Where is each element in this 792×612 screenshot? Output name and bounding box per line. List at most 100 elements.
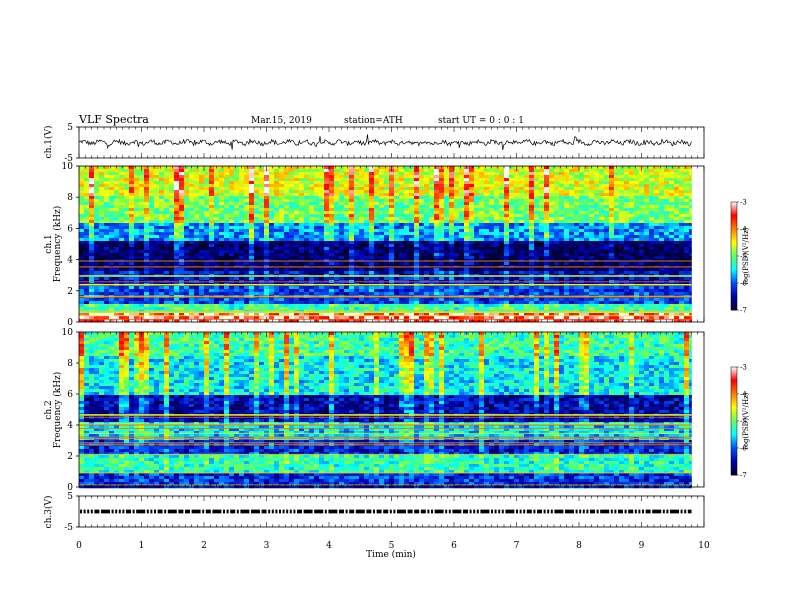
ch1-spec-cell: [234, 184, 239, 187]
ch1-spec-cell: [499, 205, 504, 208]
ch1-spec-cell: [154, 196, 159, 199]
ch1-spec-cell: [209, 220, 214, 223]
ch1-spec-cell: [524, 208, 529, 211]
ch1-spec-cell: [634, 187, 639, 190]
ch1-spec-cell: [324, 169, 329, 172]
ch1-spec-cell: [79, 247, 84, 250]
ch1-spec-cell: [664, 238, 669, 241]
ch1-spec-cell: [354, 277, 359, 280]
ch1-spec-cell: [229, 238, 234, 241]
ch1-spec-cell: [289, 223, 294, 226]
ch1-spec-cell: [529, 229, 534, 232]
ch1-spec-cell: [594, 220, 599, 223]
ch1-spec-cell: [84, 202, 89, 205]
ch1-spec-cell: [444, 238, 449, 241]
ch1-spec-cell: [674, 244, 679, 247]
ch1-spec-cell: [469, 217, 474, 220]
ch1-spec-cell: [584, 262, 589, 265]
ch1-spec-cell: [689, 169, 692, 172]
ch1-spec-cell: [329, 241, 334, 244]
ch1-spec-cell: [579, 181, 584, 184]
ch1-spec-cell: [404, 214, 409, 217]
ch1-spec-cell: [509, 232, 514, 235]
ch1-spec-cell: [484, 187, 489, 190]
ch1-spec-cell: [499, 208, 504, 211]
ch1-spec-cell: [639, 277, 644, 280]
ch1-spec-cell: [454, 214, 459, 217]
ch1-spec-cell: [184, 205, 189, 208]
ch1-spec-cell: [234, 220, 239, 223]
ch1-spec-cell: [254, 277, 259, 280]
ch1-spec-cell: [664, 187, 669, 190]
ch1-spec-cell: [99, 211, 104, 214]
ch1-spec-cell: [569, 244, 574, 247]
ch1-spec-cell: [629, 247, 634, 250]
ch1-spec-cell: [574, 169, 579, 172]
ch1-spec-cell: [199, 193, 204, 196]
ch1-spec-cell: [239, 262, 244, 265]
ch1-spec-cell: [359, 241, 364, 244]
ch1-spec-cell: [574, 208, 579, 211]
ch1-spec-cell: [359, 271, 364, 274]
ch1-spec-cell: [599, 178, 604, 181]
ch1-spec-cell: [659, 193, 664, 196]
ch1-spec-cell: [634, 220, 639, 223]
ch1-spec-cell: [224, 202, 229, 205]
ch1-spec-cell: [229, 220, 234, 223]
ch1-spec-cell: [689, 244, 692, 247]
ch1-spec-cell: [454, 187, 459, 190]
ch1-spec-cell: [159, 190, 164, 193]
ch1-spec-cell: [114, 271, 119, 274]
ch1-spec-cell: [169, 223, 174, 226]
ch1-spec-cell: [234, 238, 239, 241]
ch1-spec-cell: [269, 226, 274, 229]
ch1-spec-cell: [299, 241, 304, 244]
ch1-spec-cell: [349, 277, 354, 280]
ch1-spec-cell: [684, 226, 689, 229]
ch1-spec-cell: [589, 178, 594, 181]
ch1-spec-cell: [364, 172, 369, 175]
ch1-spec-cell: [654, 223, 659, 226]
ch1-spec-cell: [144, 238, 149, 241]
ch1-spec-cell: [684, 196, 689, 199]
ch1-spec-cell: [544, 169, 549, 172]
ch1-spec-cell: [569, 187, 574, 190]
ch1-spec-cell: [684, 223, 689, 226]
ch1-spec-cell: [639, 202, 644, 205]
ch1-spec-cell: [239, 184, 244, 187]
ch1-spec-cell: [244, 172, 249, 175]
ch1-spec-cell: [244, 214, 249, 217]
ch1-spec-cell: [604, 214, 609, 217]
ch1-spec-cell: [564, 202, 569, 205]
ch1-spec-cell: [549, 232, 554, 235]
ch1-spec-cell: [264, 172, 269, 175]
ch1-spec-cell: [269, 220, 274, 223]
ch1-spec-cell: [584, 199, 589, 202]
ch1-spec-cell: [219, 184, 224, 187]
ch1-spec-cell: [499, 220, 504, 223]
ch1-spec-cell: [304, 232, 309, 235]
ch1-spec-cell: [504, 211, 509, 214]
ch1-spec-cell: [394, 211, 399, 214]
ch1-spec-cell: [104, 244, 109, 247]
ch1-spec-cell: [444, 268, 449, 271]
ch1-spec-cell: [519, 202, 524, 205]
ch1-spec-cell: [609, 220, 614, 223]
ch1-spec-cell: [239, 169, 244, 172]
ch1-spec-cell: [259, 253, 264, 256]
ch1-spec-cell: [369, 235, 374, 238]
ch1-spec-cell: [609, 166, 614, 169]
ch1-spec-cell: [519, 220, 524, 223]
ch1-spec-cell: [544, 223, 549, 226]
ch1-spec-cell: [279, 229, 284, 232]
ch1-spec-cell: [124, 262, 129, 265]
ch1-spec-cell: [664, 205, 669, 208]
ch1-spec-cell: [104, 235, 109, 238]
ch1-spec-cell: [159, 250, 164, 253]
ch1-spec-cell: [404, 271, 409, 274]
ch1-spec-cell: [174, 229, 179, 232]
ch1-spec-cell: [124, 271, 129, 274]
ch1-spec-cell: [364, 268, 369, 271]
ch1-spec-cell: [649, 202, 654, 205]
ch1-spec-cell: [244, 247, 249, 250]
